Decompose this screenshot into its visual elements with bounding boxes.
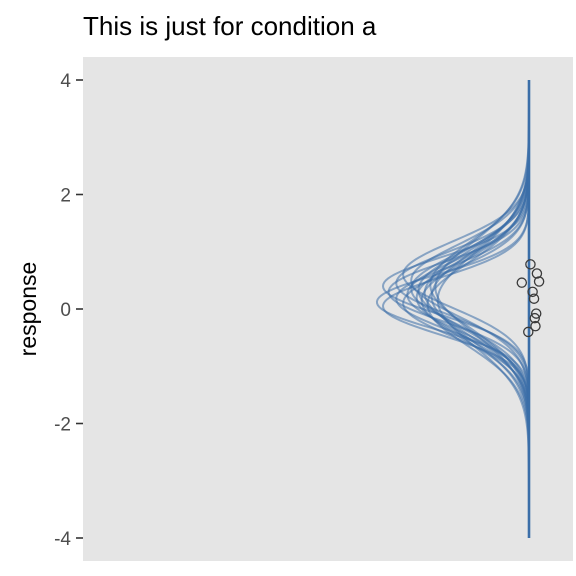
data-point: [525, 259, 536, 270]
y-tick-label: 4: [60, 71, 71, 92]
data-point: [523, 326, 534, 338]
y-tick-label: -4: [54, 529, 71, 550]
y-tick-label: -2: [54, 415, 71, 436]
data-point: [528, 293, 540, 304]
y-tick-label: 2: [60, 186, 71, 207]
data-point: [529, 312, 541, 324]
data-point: [527, 286, 538, 298]
data-point: [516, 277, 528, 288]
data-point: [531, 268, 543, 279]
y-tick-label: 0: [60, 300, 71, 321]
y-axis: 4 2 0 -2 -4: [54, 71, 83, 550]
data-point: [530, 308, 542, 319]
y-axis-title: response: [15, 262, 41, 357]
data-point: [533, 276, 545, 287]
data-points: [516, 259, 545, 338]
data-point: [530, 320, 541, 332]
chart-title: This is just for condition a: [83, 11, 377, 41]
plot-panel: [83, 57, 573, 561]
